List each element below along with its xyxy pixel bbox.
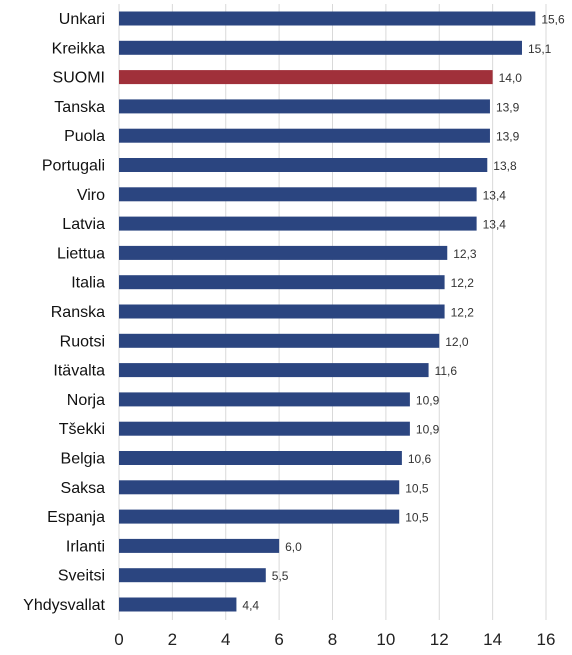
- value-label: 12,0: [445, 335, 469, 349]
- bar: [119, 568, 266, 583]
- category-label: Viro: [77, 187, 105, 204]
- bar: [119, 11, 536, 26]
- value-label: 15,1: [528, 42, 552, 56]
- x-tick-label: 12: [430, 630, 449, 649]
- category-label: Portugali: [42, 158, 105, 175]
- bar: [119, 304, 445, 319]
- category-label: Unkari: [59, 11, 105, 28]
- value-label: 10,9: [416, 393, 440, 407]
- value-label: 10,9: [416, 423, 440, 437]
- x-tick-label: 2: [168, 630, 177, 649]
- category-label: Liettua: [57, 245, 105, 262]
- value-label: 12,2: [451, 306, 475, 320]
- bar: [119, 216, 477, 231]
- value-label: 10,5: [405, 481, 429, 495]
- category-labels: Unkari Kreikka SUOMI Tanska Puola Portugali Vi…: [23, 11, 105, 614]
- bar: [119, 480, 400, 495]
- value-label: 4,4: [242, 599, 259, 613]
- category-label: Ranska: [51, 304, 105, 321]
- bar: [119, 275, 445, 290]
- value-label: 14,0: [499, 71, 523, 85]
- category-label: Belgia: [61, 451, 106, 468]
- category-label: Ruotsi: [60, 333, 105, 350]
- bar: [119, 509, 400, 524]
- bar: [119, 128, 490, 143]
- x-tick-label: 6: [274, 630, 283, 649]
- category-label: Espanja: [47, 509, 105, 526]
- bar: [119, 99, 490, 114]
- value-label: 12,3: [453, 247, 477, 261]
- x-tick-label: 4: [221, 630, 230, 649]
- category-label: Latvia: [62, 216, 105, 233]
- bar: [119, 245, 448, 260]
- value-label: 10,6: [408, 452, 432, 466]
- value-label: 13,8: [493, 159, 517, 173]
- category-label: Sveitsi: [58, 568, 105, 585]
- value-label: 11,6: [435, 364, 458, 378]
- category-label: SUOMI: [53, 70, 105, 87]
- value-label: 13,4: [483, 188, 507, 202]
- category-label: Yhdysvallat: [23, 597, 105, 614]
- bar: [119, 392, 410, 407]
- bar: [119, 597, 237, 612]
- category-label: Norja: [67, 392, 105, 409]
- bars: [119, 11, 536, 612]
- bar: [119, 421, 410, 436]
- value-label: 15,6: [541, 13, 565, 27]
- category-label: Puola: [64, 128, 105, 145]
- x-tick-label: 10: [376, 630, 395, 649]
- bar: [119, 538, 280, 553]
- value-label: 13,9: [496, 130, 520, 144]
- category-label: Saksa: [61, 480, 106, 497]
- value-label: 10,5: [405, 511, 429, 525]
- bar: [119, 158, 488, 172]
- x-tick-label: 0: [114, 630, 123, 649]
- x-tick-label: 14: [483, 630, 502, 649]
- category-label: Tanska: [54, 99, 105, 116]
- x-axis-ticks: 0 2 4 6 8 10 12 14 16: [114, 630, 555, 649]
- category-label: Tšekki: [59, 421, 105, 438]
- x-tick-label: 8: [328, 630, 337, 649]
- category-label: Kreikka: [52, 40, 105, 57]
- value-label: 5,5: [272, 569, 289, 583]
- value-label: 13,9: [496, 100, 520, 114]
- value-label: 13,4: [483, 218, 507, 232]
- value-label: 12,2: [451, 276, 475, 290]
- value-label: 6,0: [285, 540, 302, 554]
- bar: [119, 70, 493, 85]
- bar: [119, 187, 477, 202]
- category-label: Itävalta: [53, 363, 105, 380]
- bar: [119, 451, 402, 465]
- x-tick-label: 16: [537, 630, 556, 649]
- category-label: Irlanti: [66, 538, 105, 555]
- category-label: Italia: [71, 275, 105, 292]
- bar: [119, 333, 440, 348]
- value-labels: 15,6 15,1 14,0 13,9 13,9 13,8 13,4 13,4 12,3 12,2…: [242, 13, 565, 613]
- bar: [119, 363, 429, 378]
- bar: [119, 40, 522, 55]
